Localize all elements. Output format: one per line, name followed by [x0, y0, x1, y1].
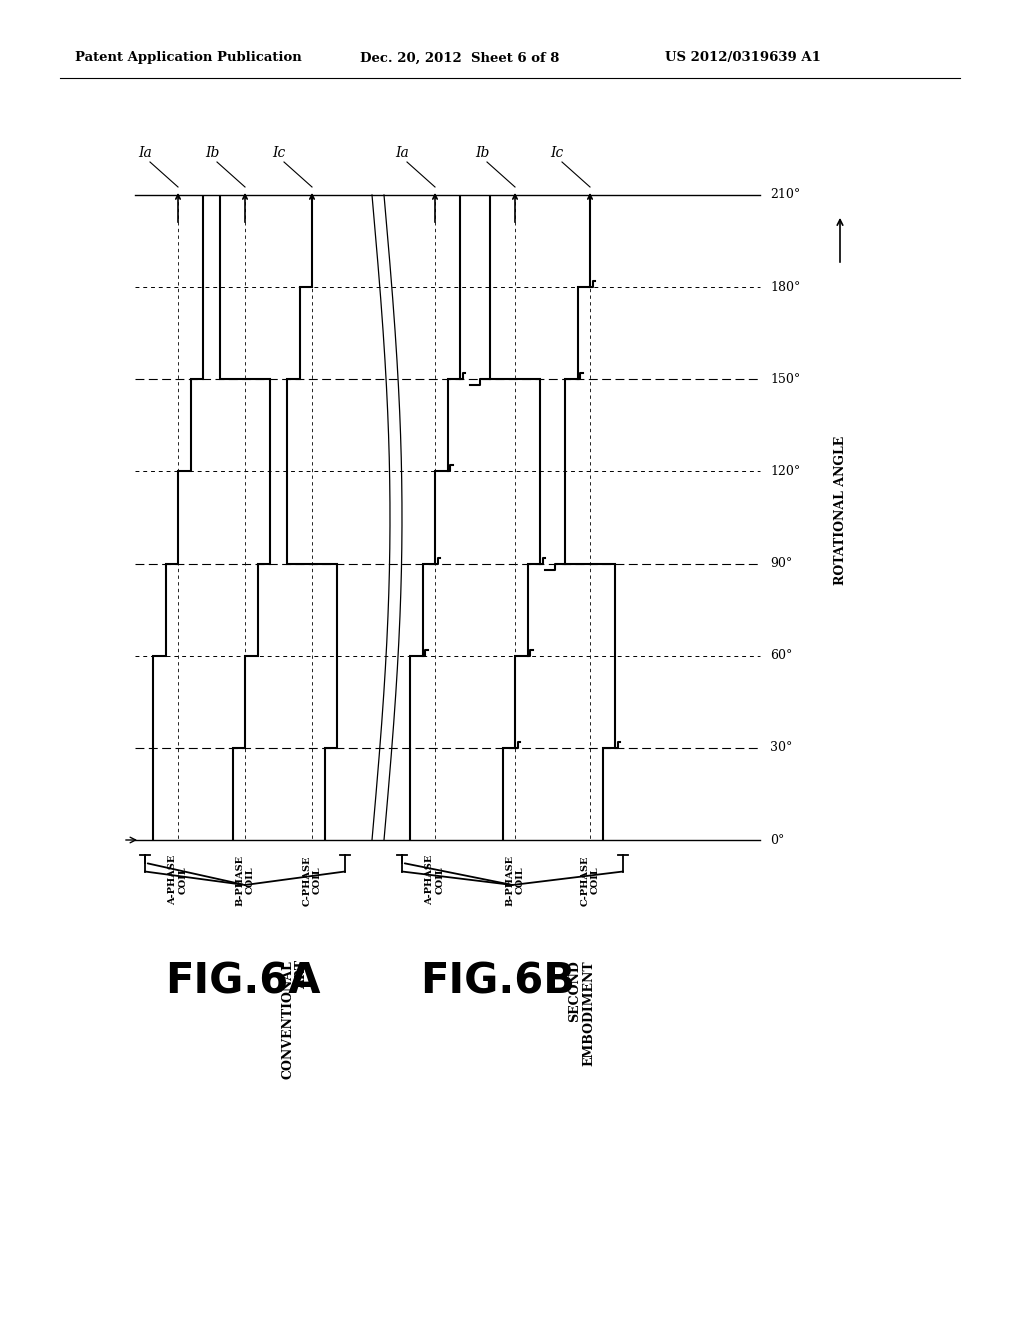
Text: US 2012/0319639 A1: US 2012/0319639 A1 [665, 51, 821, 65]
Text: Ia: Ia [138, 147, 152, 160]
Text: 60°: 60° [770, 649, 793, 663]
Text: 150°: 150° [770, 372, 800, 385]
Text: Ib: Ib [205, 147, 219, 160]
Text: B-PHASE
COIL: B-PHASE COIL [236, 855, 255, 906]
Text: 30°: 30° [770, 742, 793, 754]
Text: EMBODIMENT: EMBODIMENT [583, 960, 596, 1065]
Text: Ic: Ic [550, 147, 563, 160]
Text: FIG.6B: FIG.6B [420, 960, 575, 1002]
Text: 0°: 0° [770, 833, 784, 846]
Text: C-PHASE
COIL: C-PHASE COIL [581, 855, 600, 906]
Text: Ib: Ib [475, 147, 489, 160]
Text: B-PHASE
COIL: B-PHASE COIL [505, 855, 524, 906]
Text: 90°: 90° [770, 557, 793, 570]
Text: 180°: 180° [770, 281, 801, 293]
Text: Ic: Ic [272, 147, 286, 160]
Text: 210°: 210° [770, 189, 800, 202]
Text: CONVENTIONAL: CONVENTIONAL [282, 960, 295, 1078]
Text: A-PHASE
COIL: A-PHASE COIL [168, 855, 187, 906]
Text: Patent Application Publication: Patent Application Publication [75, 51, 302, 65]
Text: C-PHASE
COIL: C-PHASE COIL [302, 855, 322, 906]
Text: FIG.6A: FIG.6A [165, 960, 321, 1002]
Text: SECOND: SECOND [568, 960, 582, 1022]
Text: A-PHASE
COIL: A-PHASE COIL [425, 855, 444, 906]
Text: 120°: 120° [770, 465, 800, 478]
Text: Dec. 20, 2012  Sheet 6 of 8: Dec. 20, 2012 Sheet 6 of 8 [360, 51, 559, 65]
Text: ART: ART [296, 960, 308, 989]
Text: Ia: Ia [395, 147, 409, 160]
Text: ROTATIONAL ANGLE: ROTATIONAL ANGLE [834, 436, 847, 585]
